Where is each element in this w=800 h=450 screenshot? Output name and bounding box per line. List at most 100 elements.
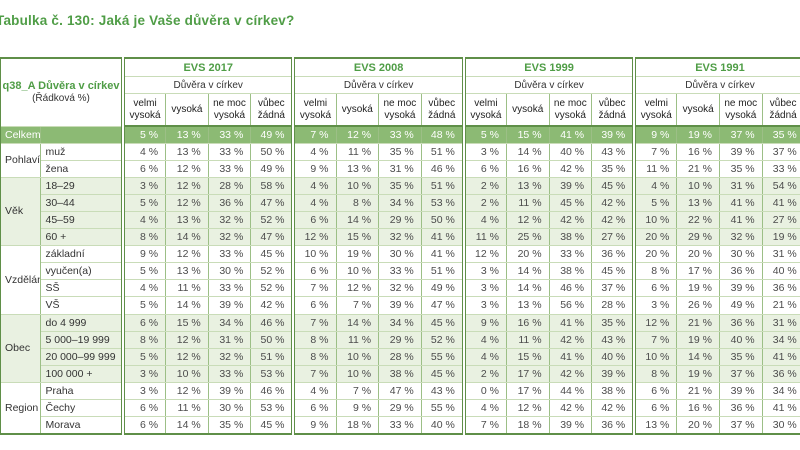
value-cell: 6 % — [121, 159, 167, 178]
value-cell: 5 % — [632, 193, 678, 212]
value-cell: 4 % — [121, 210, 167, 230]
value-cell: 31 % — [761, 313, 800, 332]
value-cell: 35 % — [591, 313, 635, 332]
value-cell: 10 % — [335, 262, 380, 281]
value-cell: 15 % — [165, 313, 209, 332]
row-label-cell: VŠ — [39, 296, 124, 315]
value-cell: 51 % — [250, 347, 294, 366]
value-cell: 12 % — [505, 398, 550, 418]
value-cell: 7 % — [461, 416, 507, 435]
value-cell: 6 % — [291, 398, 337, 418]
value-cell: 8 % — [291, 330, 337, 349]
value-cell: 12 % — [165, 245, 209, 264]
category-cell-vzdelani: Vzdělání — [0, 245, 41, 315]
value-cell: 20 % — [632, 245, 678, 264]
value-cell: 4 % — [291, 193, 337, 212]
value-cell: 41 % — [548, 347, 593, 366]
value-cell: 35 % — [591, 159, 635, 178]
value-cell: 25 % — [505, 228, 550, 247]
value-cell: 41 % — [718, 193, 763, 212]
value-cell: 19 % — [676, 125, 720, 144]
value-cell: 13 % — [165, 210, 209, 230]
row-label-cell: žena — [39, 159, 124, 178]
value-cell: 9 % — [121, 245, 167, 264]
value-cell: 12 % — [165, 176, 209, 195]
value-cell: 18 % — [335, 416, 380, 435]
value-cell: 14 % — [165, 416, 209, 435]
value-cell: 16 % — [676, 398, 720, 418]
value-cell: 29 % — [378, 210, 422, 230]
value-cell: 20 % — [676, 416, 720, 435]
column-header-vysoka: vysoká — [505, 93, 550, 127]
value-cell: 36 % — [718, 398, 763, 418]
value-cell: 12 % — [165, 159, 209, 178]
value-cell: 32 % — [718, 228, 763, 247]
value-cell: 39 % — [207, 381, 252, 401]
table-row: vyučen(a) 5 % 13 % 30 % 52 % 6 % 10 % 33 % 51 % 3… — [0, 262, 800, 281]
value-cell: 10 % — [335, 347, 380, 366]
group-header-evs-1991: EVS 1991 — [632, 57, 800, 77]
table-row: 60 +8 % 14 % 32 % 47 % 12 % 15 % 32 % 41 % 11 % 2… — [0, 228, 800, 247]
value-cell: 10 % — [165, 364, 209, 383]
value-cell: 11 % — [165, 398, 209, 418]
value-cell: 3 % — [461, 262, 507, 281]
value-cell: 6 % — [461, 159, 507, 178]
column-header-velmi-vysoka: velmi vysoká — [632, 93, 678, 127]
value-cell: 37 % — [591, 279, 635, 298]
value-cell: 14 % — [505, 262, 550, 281]
value-cell: 8 % — [335, 193, 380, 212]
column-header-vubec-zadna: vůbec žádná — [761, 93, 800, 127]
value-cell: 34 % — [378, 193, 422, 212]
value-cell: 29 % — [378, 330, 422, 349]
table-row: VŠ 5 % 14 % 39 % 42 % 6 % 7 % 39 % 47 % 3 % 13 % 56… — [0, 296, 800, 315]
value-cell: 39 % — [591, 125, 635, 144]
value-cell: 14 % — [335, 313, 380, 332]
value-cell: 9 % — [291, 416, 337, 435]
value-cell: 42 % — [548, 210, 593, 230]
value-cell: 35 % — [761, 125, 800, 144]
value-cell: 12 % — [165, 193, 209, 212]
value-cell: 33 % — [378, 125, 422, 144]
value-cell: 39 % — [548, 176, 593, 195]
value-cell: 34 % — [207, 313, 252, 332]
value-cell: 46 % — [250, 313, 294, 332]
value-cell: 44 % — [548, 381, 593, 401]
table-row: Obec do 4 999 6 % 15 % 34 % 46 % 7 % 14 % 34 % 45… — [0, 313, 800, 383]
row-label-cell — [39, 125, 124, 144]
value-cell: 45 % — [591, 262, 635, 281]
value-cell: 35 % — [718, 159, 763, 178]
category-cell-obec: Obec — [0, 313, 41, 383]
column-header-velmi-vysoka: velmi vysoká — [121, 93, 167, 127]
value-cell: 30 % — [378, 245, 422, 264]
value-cell: 33 % — [207, 245, 252, 264]
group-header-evs-2017: EVS 2017 — [120, 57, 294, 77]
value-cell: 34 % — [761, 330, 800, 349]
row-label-cell: 60 + — [39, 228, 124, 247]
value-cell: 14 % — [335, 210, 380, 230]
trust-table: q38_A Důvěra v církev (Řádková %) EVS 2017… — [0, 57, 800, 435]
value-cell: 49 % — [718, 296, 763, 315]
value-cell: 51 % — [420, 176, 465, 195]
value-cell: 33 % — [548, 245, 593, 264]
table-row: Morava 6 % 14 % 35 % 45 % 9 % 18 % 33 % 40 % 7 % 1… — [0, 416, 800, 435]
value-cell: 32 % — [207, 228, 252, 247]
category-cell-celkem: Celkem — [0, 125, 41, 144]
value-cell: 42 % — [548, 364, 593, 383]
value-cell: 33 % — [207, 125, 252, 144]
value-cell: 46 % — [420, 159, 465, 178]
row-label-cell: 20 000–99 999 — [39, 347, 124, 366]
row-label-cell: do 4 999 — [39, 313, 124, 332]
value-cell: 4 % — [121, 279, 167, 298]
value-cell: 19 % — [761, 228, 800, 247]
value-cell: 40 % — [761, 262, 800, 281]
value-cell: 28 % — [591, 296, 635, 315]
value-cell: 33 % — [207, 279, 252, 298]
value-cell: 31 % — [207, 330, 252, 349]
corner-header: q38_A Důvěra v církev (Řádková %) — [0, 57, 124, 127]
question-id-label: q38_A Důvěra v církev — [2, 80, 120, 93]
value-cell: 13 % — [165, 262, 209, 281]
value-cell: 56 % — [548, 296, 593, 315]
value-cell: 6 % — [121, 398, 167, 418]
value-cell: 28 % — [378, 347, 422, 366]
value-cell: 10 % — [632, 347, 678, 366]
